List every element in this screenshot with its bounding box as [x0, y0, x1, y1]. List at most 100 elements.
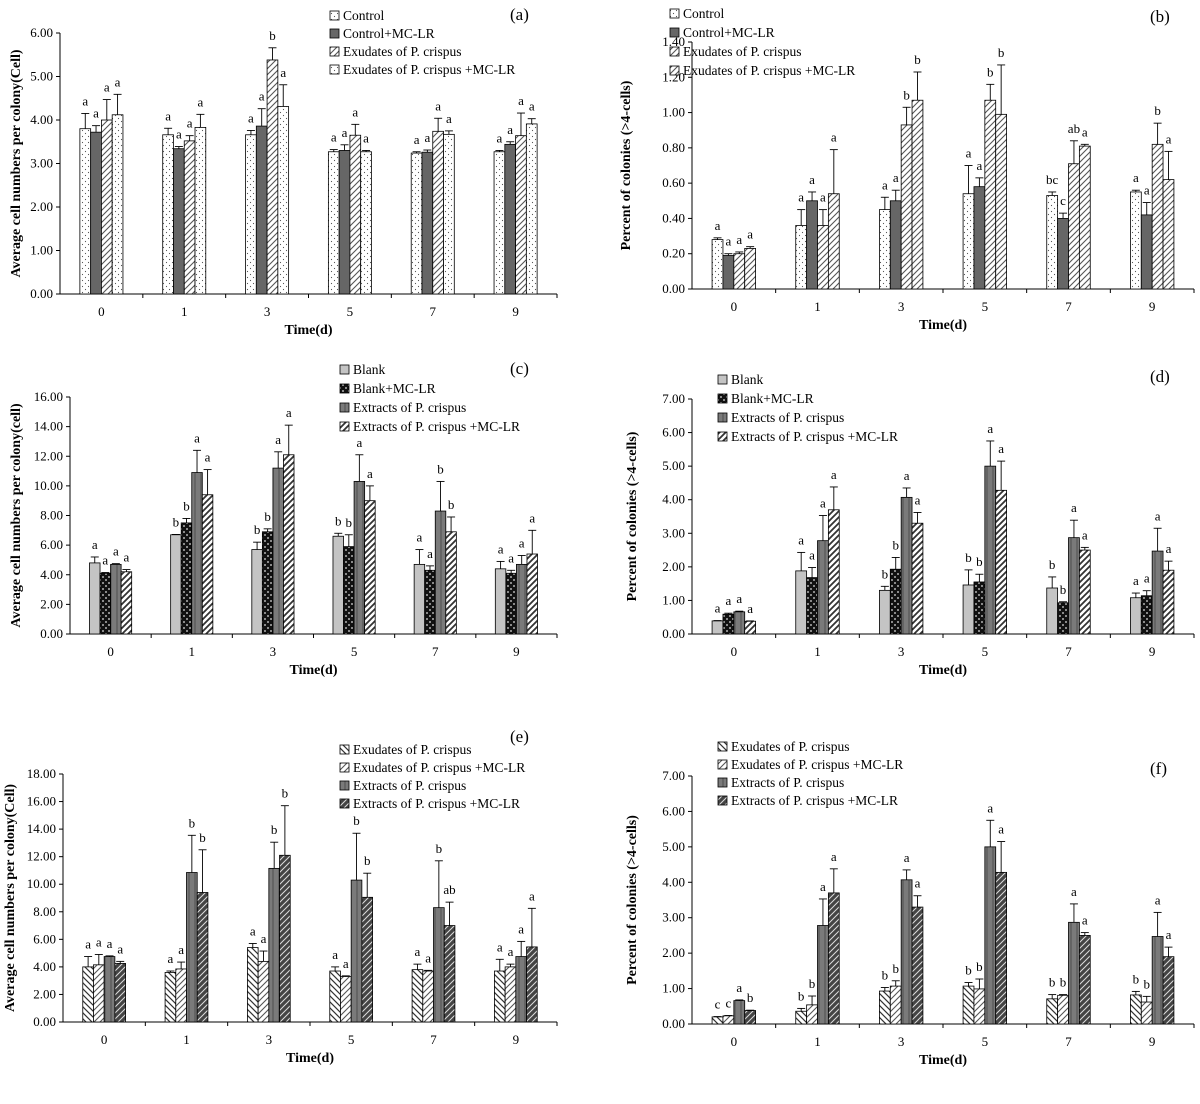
- bar: [722, 255, 735, 290]
- bar: [795, 570, 808, 635]
- significance-label: a: [194, 430, 200, 445]
- significance-label: a: [1155, 892, 1161, 907]
- legend-swatch: [717, 795, 728, 806]
- bar: [733, 611, 746, 635]
- y-tick-label: 6.00: [662, 803, 685, 818]
- x-tick-label: 5: [982, 299, 989, 314]
- y-tick-label: 0.20: [662, 246, 685, 261]
- x-tick-label: 1: [183, 1032, 190, 1047]
- legend-swatch: [339, 421, 350, 432]
- y-tick-label: 2.00: [662, 559, 685, 574]
- bar: [962, 985, 975, 1025]
- y-tick-label: 4.00: [40, 567, 63, 582]
- significance-label: b: [1060, 582, 1067, 597]
- legend-swatch: [669, 27, 680, 38]
- significance-label: a: [342, 125, 348, 140]
- bar: [350, 879, 363, 1023]
- bar: [744, 620, 756, 635]
- x-tick-label: 5: [348, 1032, 355, 1047]
- y-tick-label: 1.40: [662, 34, 685, 49]
- bar: [422, 970, 434, 1023]
- significance-label: a: [831, 849, 837, 864]
- significance-label: a: [1082, 124, 1088, 139]
- bar: [329, 970, 341, 1023]
- bar: [973, 581, 986, 635]
- significance-label: a: [250, 923, 256, 938]
- x-tick-label: 9: [513, 1032, 520, 1047]
- significance-label: a: [1071, 500, 1077, 515]
- legend-swatch: [339, 798, 350, 809]
- significance-label: a: [904, 850, 910, 865]
- significance-label: a: [518, 921, 524, 936]
- bar: [995, 489, 1007, 635]
- legend-label: Extracts of P. crispus +MC-LR: [353, 796, 520, 811]
- significance-label: b: [987, 64, 994, 79]
- legend-swatch: [339, 744, 350, 755]
- legend-label: Blank+MC-LR: [353, 381, 436, 396]
- significance-label: a: [915, 492, 921, 507]
- bar: [515, 956, 527, 1023]
- y-axis-title: Percent of colonies (>4-cells): [625, 431, 640, 601]
- significance-label: b: [282, 786, 289, 801]
- bar: [795, 1010, 808, 1025]
- significance-label: a: [356, 435, 362, 450]
- y-tick-label: 6.00: [662, 425, 685, 440]
- y-tick-label: 0.40: [662, 210, 685, 225]
- bar: [827, 193, 840, 290]
- significance-label: b: [1060, 975, 1067, 990]
- legend: Exudates of P. crispus Exudates of P. cri…: [717, 739, 903, 808]
- bar: [364, 500, 376, 635]
- y-axis-title: Percent of colonies (>4-cells): [619, 80, 634, 250]
- significance-label: a: [102, 553, 108, 568]
- bar: [1162, 569, 1175, 635]
- significance-label: a: [168, 951, 174, 966]
- significance-label: a: [176, 127, 182, 142]
- bar: [900, 496, 913, 635]
- significance-label: a: [178, 942, 184, 957]
- significance-label: b: [254, 522, 261, 537]
- legend-swatch: [669, 65, 680, 76]
- significance-label: b: [882, 968, 889, 983]
- significance-label: b: [965, 550, 972, 565]
- significance-label: b: [965, 963, 972, 978]
- significance-label: b: [353, 813, 360, 828]
- significance-label: a: [1082, 527, 1088, 542]
- significance-label: b: [798, 988, 805, 1003]
- bar: [445, 531, 457, 635]
- legend-label: Blank: [353, 362, 385, 377]
- significance-label: b: [809, 976, 816, 991]
- legend-swatch: [717, 759, 728, 770]
- significance-label: a: [498, 541, 504, 556]
- significance-label: a: [117, 941, 123, 956]
- significance-label: a: [427, 546, 433, 561]
- legend-swatch: [669, 8, 680, 19]
- legend-label: Exudates of P. crispus: [353, 742, 472, 757]
- significance-label: a: [187, 116, 193, 131]
- panel-label: (a): [510, 5, 529, 24]
- y-tick-label: 1.00: [662, 981, 685, 996]
- significance-label: a: [85, 937, 91, 952]
- bar: [1057, 602, 1069, 635]
- bar: [827, 892, 840, 1025]
- significance-label: a: [1144, 183, 1150, 198]
- legend-label: Exudates of P. crispus +MC-LR: [353, 760, 525, 775]
- significance-label: ab: [1068, 121, 1080, 136]
- x-tick-label: 9: [1149, 644, 1156, 659]
- y-tick-label: 2.00: [662, 945, 685, 960]
- y-tick-label: 5.00: [662, 839, 685, 854]
- significance-label: a: [726, 593, 732, 608]
- bar: [191, 472, 203, 635]
- y-tick-label: 1.00: [662, 592, 685, 607]
- bar: [722, 1015, 735, 1025]
- bar: [973, 988, 986, 1025]
- significance-label: a: [977, 158, 983, 173]
- y-tick-label: 16.00: [34, 389, 63, 404]
- bar: [733, 253, 746, 290]
- significance-label: a: [1133, 170, 1139, 185]
- bar: [995, 113, 1007, 290]
- y-tick-label: 2.00: [40, 596, 63, 611]
- bar: [1068, 163, 1080, 290]
